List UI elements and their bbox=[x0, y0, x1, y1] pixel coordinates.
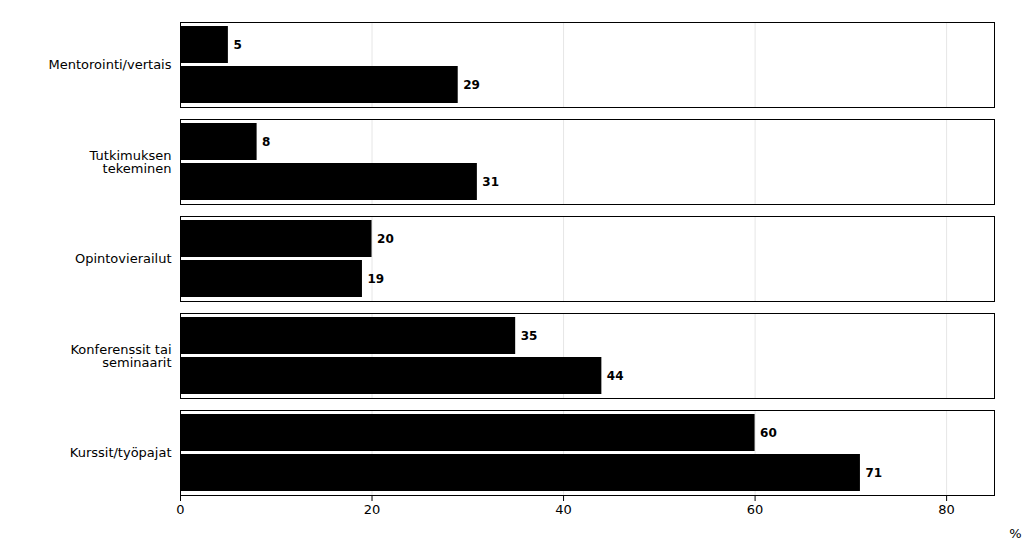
svg-text:8: 8 bbox=[262, 135, 270, 149]
svg-text:80: 80 bbox=[938, 502, 955, 517]
svg-text:29: 29 bbox=[463, 78, 480, 92]
svg-text:Opintovierailut: Opintovierailut bbox=[75, 251, 172, 266]
svg-text:40: 40 bbox=[555, 502, 572, 517]
svg-text:31: 31 bbox=[482, 175, 499, 189]
svg-text:60: 60 bbox=[747, 502, 764, 517]
svg-text:5: 5 bbox=[233, 38, 241, 52]
svg-text:20: 20 bbox=[364, 502, 381, 517]
svg-text:0: 0 bbox=[176, 502, 184, 517]
svg-text:44: 44 bbox=[607, 369, 624, 383]
svg-text:%: % bbox=[1009, 526, 1021, 541]
svg-text:Konferenssit taiseminaarit: Konferenssit taiseminaarit bbox=[70, 342, 171, 370]
svg-text:60: 60 bbox=[760, 426, 777, 440]
svg-text:19: 19 bbox=[367, 272, 384, 286]
svg-text:Kurssit/työpajat: Kurssit/työpajat bbox=[70, 445, 172, 460]
svg-text:Tutkimuksentekeminen: Tutkimuksentekeminen bbox=[89, 148, 172, 176]
svg-text:Mentorointi/vertais: Mentorointi/vertais bbox=[49, 57, 172, 72]
svg-text:71: 71 bbox=[865, 466, 882, 480]
svg-text:35: 35 bbox=[521, 329, 538, 343]
svg-text:20: 20 bbox=[377, 232, 394, 246]
